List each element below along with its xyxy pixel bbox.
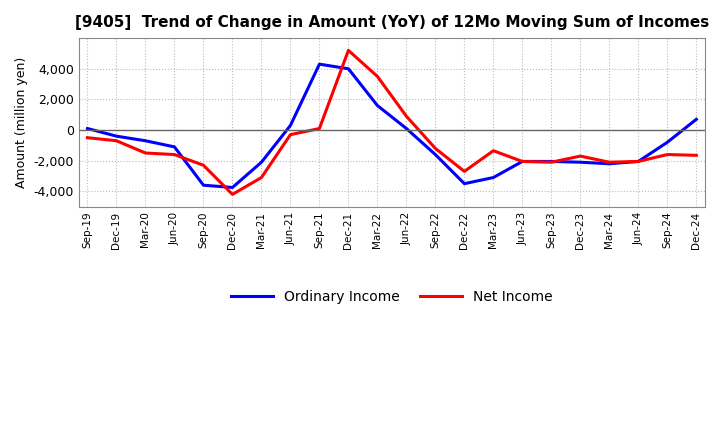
Ordinary Income [228, 185, 237, 190]
Ordinary Income [460, 181, 469, 186]
Net Income [112, 138, 121, 143]
Ordinary Income [576, 160, 585, 165]
Net Income [402, 114, 410, 119]
Title: [9405]  Trend of Change in Amount (YoY) of 12Mo Moving Sum of Incomes: [9405] Trend of Change in Amount (YoY) o… [75, 15, 709, 30]
Net Income [141, 150, 150, 156]
Ordinary Income [112, 133, 121, 139]
Net Income [170, 152, 179, 157]
Net Income [286, 132, 294, 137]
Net Income [315, 126, 324, 131]
Ordinary Income [344, 66, 353, 71]
Net Income [373, 74, 382, 79]
Ordinary Income [257, 160, 266, 165]
Ordinary Income [518, 159, 526, 164]
Ordinary Income [547, 159, 556, 164]
Net Income [489, 148, 498, 154]
Net Income [228, 192, 237, 197]
Line: Ordinary Income: Ordinary Income [88, 64, 696, 187]
Ordinary Income [170, 144, 179, 150]
Net Income [84, 135, 92, 140]
Ordinary Income [286, 123, 294, 128]
Net Income [576, 154, 585, 159]
Ordinary Income [315, 62, 324, 67]
Ordinary Income [402, 126, 410, 131]
Ordinary Income [84, 126, 92, 131]
Legend: Ordinary Income, Net Income: Ordinary Income, Net Income [225, 284, 558, 309]
Net Income [663, 152, 672, 157]
Ordinary Income [634, 159, 643, 164]
Ordinary Income [431, 152, 440, 157]
Net Income [199, 163, 208, 168]
Net Income [460, 169, 469, 174]
Ordinary Income [605, 161, 613, 166]
Net Income [692, 153, 701, 158]
Net Income [518, 159, 526, 164]
Net Income [605, 160, 613, 165]
Net Income [257, 175, 266, 180]
Y-axis label: Amount (million yen): Amount (million yen) [15, 57, 28, 188]
Ordinary Income [692, 117, 701, 122]
Ordinary Income [141, 138, 150, 143]
Line: Net Income: Net Income [88, 50, 696, 194]
Ordinary Income [489, 175, 498, 180]
Net Income [344, 48, 353, 53]
Ordinary Income [199, 183, 208, 188]
Ordinary Income [663, 139, 672, 145]
Net Income [634, 159, 643, 164]
Ordinary Income [373, 103, 382, 108]
Net Income [547, 160, 556, 165]
Net Income [431, 146, 440, 151]
